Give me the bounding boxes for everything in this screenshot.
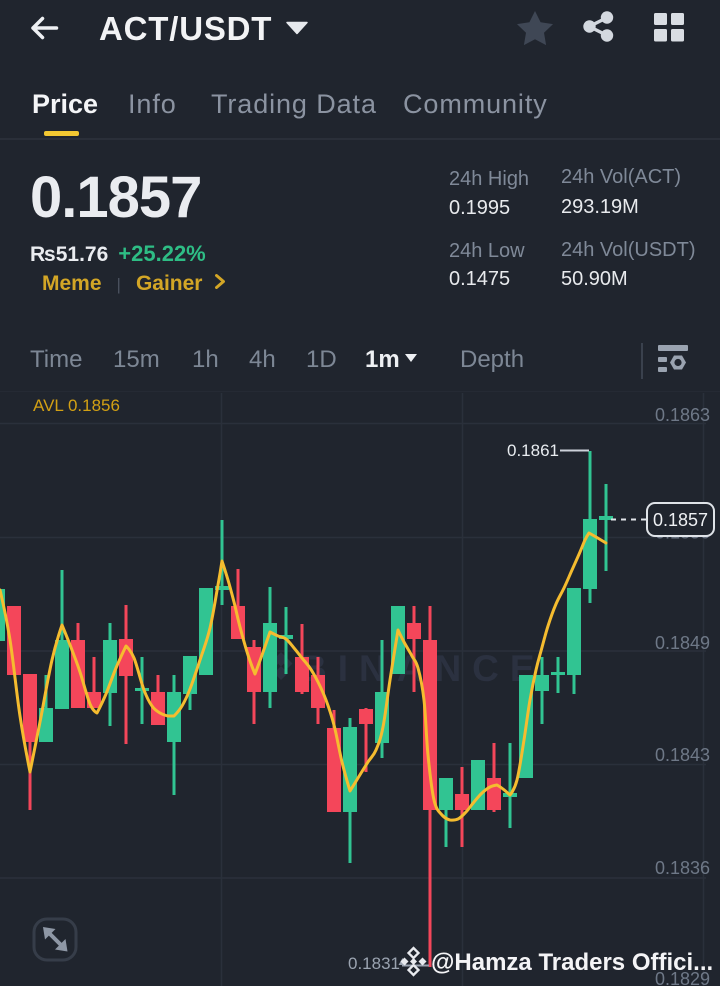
svg-text:@Hamza Traders Offici...: @Hamza Traders Offici... [431, 949, 713, 976]
svg-text:0.1861: 0.1861 [507, 441, 559, 460]
svg-text:0.1849: 0.1849 [655, 633, 710, 653]
svg-text:0.1863: 0.1863 [655, 405, 710, 425]
svg-text:0.1843: 0.1843 [655, 745, 710, 765]
svg-text:0.1857: 0.1857 [653, 510, 708, 530]
svg-text:0.1831: 0.1831 [348, 954, 400, 973]
svg-text:AVL 0.1856: AVL 0.1856 [33, 396, 120, 415]
svg-text:0.1829: 0.1829 [655, 969, 710, 986]
svg-text:0.1836: 0.1836 [655, 858, 710, 878]
